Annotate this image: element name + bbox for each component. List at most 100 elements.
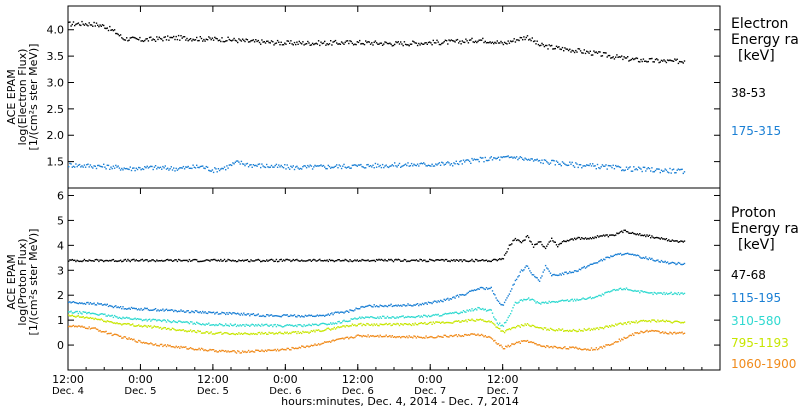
- electron-data-point: [415, 164, 418, 167]
- electron-data-point: [496, 157, 498, 159]
- proton-data-point: [295, 259, 297, 261]
- electron-data-point: [87, 163, 89, 165]
- electron-data-point: [384, 41, 386, 43]
- proton-data-point: [581, 237, 583, 239]
- proton-data-point: [447, 297, 449, 300]
- proton-data-point: [612, 289, 614, 291]
- electron-data-point: [421, 163, 424, 165]
- proton-data-point: [470, 333, 472, 335]
- proton-data-point: [159, 309, 162, 311]
- proton-data-point: [494, 294, 496, 296]
- electron-data-point: [595, 51, 597, 53]
- proton-data-point: [182, 329, 185, 331]
- proton-data-point: [616, 253, 618, 256]
- proton-data-point: [598, 328, 600, 331]
- proton-data-point: [565, 240, 567, 243]
- electron-data-point: [599, 167, 601, 170]
- electron-data-point: [459, 40, 461, 42]
- proton-data-point: [410, 259, 413, 261]
- electron-data-point: [519, 36, 521, 39]
- proton-data-point: [664, 321, 666, 323]
- electron-data-point: [501, 42, 503, 44]
- electron-data-point: [263, 41, 265, 43]
- proton-data-point: [487, 260, 489, 263]
- proton-data-point: [215, 323, 217, 326]
- proton-ytick-label: 2: [57, 289, 64, 302]
- proton-data-point: [648, 257, 651, 259]
- proton-data-point: [635, 332, 637, 334]
- proton-data-point: [285, 332, 287, 334]
- electron-data-point: [165, 39, 168, 41]
- proton-data-point: [535, 276, 537, 279]
- proton-data-point: [401, 305, 403, 307]
- proton-data-point: [544, 264, 547, 267]
- proton-data-point: [326, 327, 328, 330]
- proton-data-point: [194, 310, 197, 312]
- proton-data-point: [194, 331, 197, 333]
- proton-data-point: [468, 290, 471, 292]
- electron-data-point: [361, 42, 363, 45]
- proton-data-point: [139, 260, 141, 262]
- proton-data-point: [443, 322, 445, 324]
- electron-data-point: [674, 58, 676, 60]
- proton-data-point: [221, 324, 223, 326]
- electron-data-point: [237, 41, 239, 44]
- proton-data-point: [536, 277, 538, 279]
- proton-data-point: [115, 322, 117, 325]
- proton-data-point: [665, 238, 668, 240]
- proton-data-point: [366, 259, 368, 262]
- electron-data-point: [377, 43, 379, 45]
- proton-data-point: [237, 333, 239, 335]
- electron-data-point: [531, 158, 533, 160]
- electron-data-point: [666, 59, 669, 61]
- proton-data-point: [371, 335, 373, 337]
- proton-data-point: [375, 335, 378, 337]
- electron-data-point: [612, 164, 614, 166]
- proton-data-point: [522, 340, 524, 342]
- proton-data-point: [656, 330, 658, 332]
- electron-data-point: [233, 163, 235, 165]
- proton-data-point: [333, 260, 335, 263]
- proton-data-point: [636, 332, 639, 334]
- proton-data-point: [494, 318, 496, 320]
- proton-data-point: [619, 287, 622, 289]
- proton-data-point: [418, 260, 420, 262]
- proton-data-point: [84, 260, 87, 262]
- electron-data-point: [368, 41, 370, 43]
- electron-data-point: [569, 48, 571, 50]
- proton-data-point: [641, 320, 643, 322]
- proton-data-point: [612, 325, 614, 327]
- electron-data-point: [321, 42, 323, 45]
- proton-data-point: [150, 309, 152, 311]
- proton-data-point: [623, 253, 625, 256]
- electron-data-point: [126, 167, 128, 170]
- proton-data-point: [95, 258, 98, 261]
- proton-data-point: [664, 293, 666, 296]
- proton-data-point: [305, 260, 308, 262]
- electron-data-point: [326, 43, 328, 45]
- proton-data-point: [130, 259, 133, 261]
- proton-data-point: [398, 259, 401, 261]
- proton-data-point: [145, 325, 147, 327]
- proton-data-point: [522, 300, 524, 302]
- proton-data-point: [92, 260, 94, 262]
- proton-data-point: [407, 337, 409, 339]
- proton-data-point: [482, 287, 484, 289]
- proton-ytick-label: 0: [57, 339, 64, 352]
- proton-data-point: [502, 258, 505, 260]
- proton-data-point: [291, 331, 293, 333]
- proton-data-point: [663, 261, 665, 263]
- proton-data-point: [182, 310, 185, 312]
- electron-data-point: [396, 41, 398, 44]
- proton-data-point: [357, 260, 360, 262]
- proton-data-point: [274, 315, 276, 317]
- proton-data-point: [368, 304, 370, 306]
- electron-data-point: [71, 23, 73, 26]
- proton-data-point: [319, 323, 321, 326]
- proton-data-point: [132, 258, 134, 261]
- proton-data-point: [311, 345, 314, 347]
- proton-panel: ACE EPAM log(Proton Flux) [1/(cm²s ster …: [5, 187, 721, 371]
- proton-data-point: [557, 301, 559, 303]
- electron-data-point: [298, 168, 300, 170]
- proton-data-point: [418, 315, 420, 317]
